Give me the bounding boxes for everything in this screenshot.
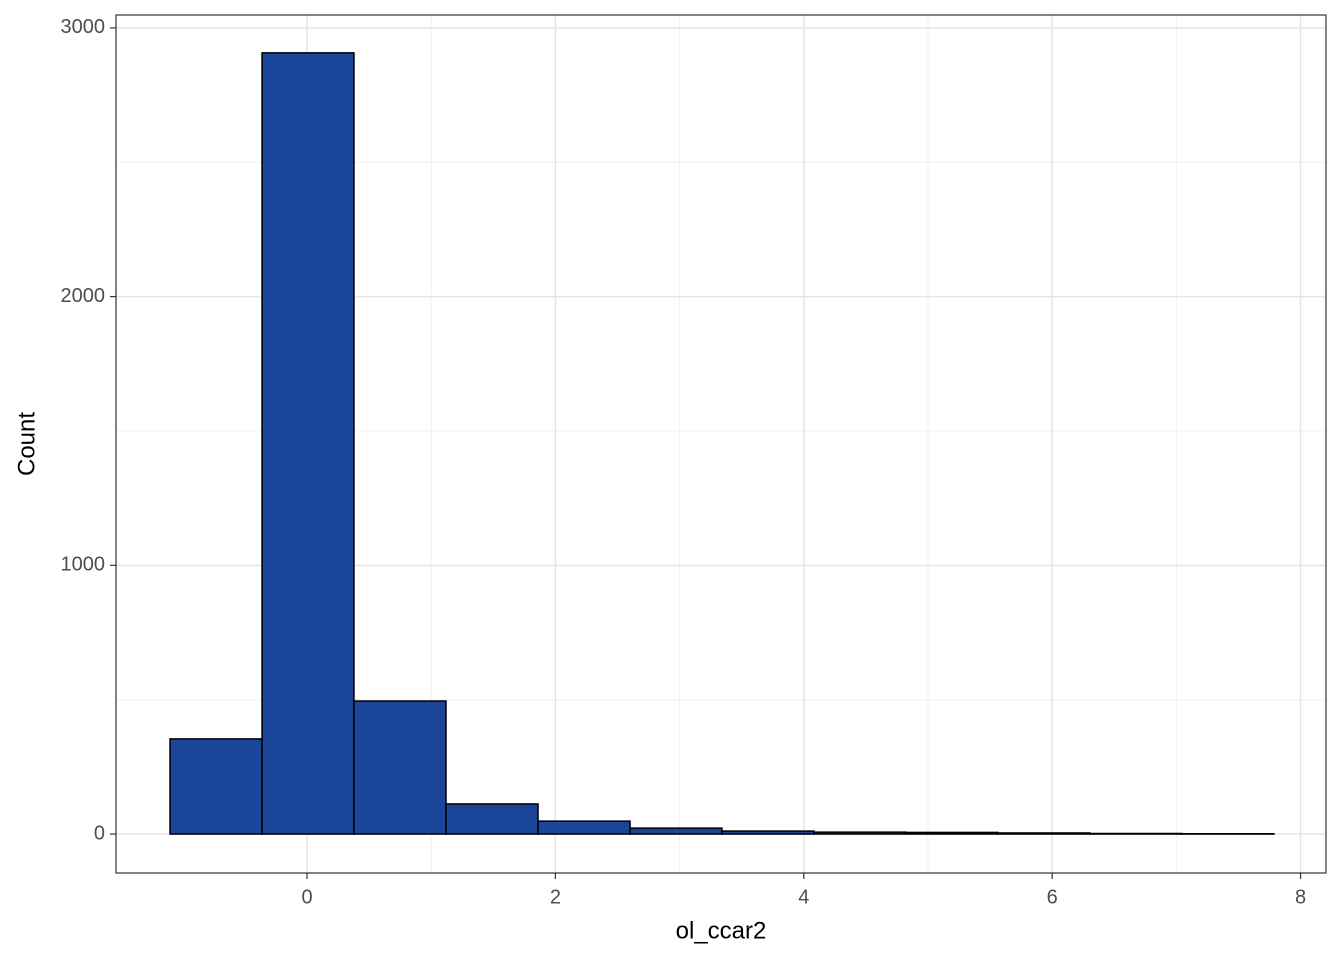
bar	[1089, 832, 1183, 835]
bar	[813, 831, 907, 835]
y-tick-label: 1000	[61, 554, 106, 576]
y-tick-label: 0	[94, 822, 105, 844]
bar	[905, 831, 999, 835]
panel-border	[115, 14, 1327, 874]
bar	[537, 820, 631, 835]
x-tick-label: 6	[1047, 886, 1058, 908]
y-axis-title: Count	[13, 412, 40, 476]
bar	[169, 738, 263, 835]
x-tick-label: 2	[550, 886, 561, 908]
y-tick-label: 2000	[61, 285, 106, 307]
bar	[629, 827, 723, 835]
bar	[353, 700, 447, 835]
x-tick-label: 4	[798, 886, 809, 908]
x-axis-title: ol_ccar2	[676, 917, 767, 944]
x-tick-label: 0	[301, 886, 312, 908]
bar	[997, 832, 1091, 835]
bar	[445, 803, 539, 835]
x-tick-label: 8	[1295, 886, 1306, 908]
bar	[261, 52, 355, 835]
y-tick-label: 3000	[61, 16, 106, 38]
bar	[721, 830, 815, 835]
